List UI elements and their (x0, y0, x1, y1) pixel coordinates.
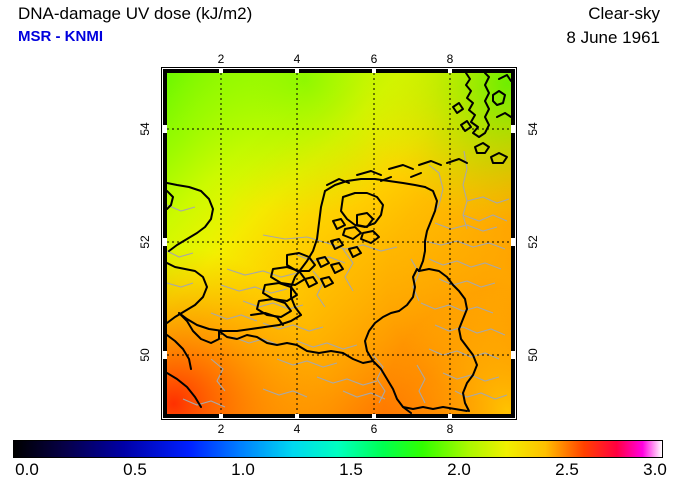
colorbar-tick-5: 2.5 (555, 460, 579, 479)
axis-tick-top-8: 8 (446, 52, 454, 66)
colorbar-tick-3: 1.5 (339, 460, 363, 479)
map-plot-area[interactable] (167, 73, 511, 414)
colorbar-tick-6: 3.0 (643, 460, 667, 479)
colorbar-tick-labels: 0.0 0.5 1.0 1.5 2.0 2.5 3.0 (0, 460, 676, 480)
axis-tick-right-54: 54 (526, 122, 541, 136)
page-title: DNA-damage UV dose (kJ/m2) (18, 4, 253, 23)
axis-tick-right-50: 50 (526, 348, 541, 362)
map-panel: 2 4 6 8 2 4 6 8 54 52 50 54 52 50 (138, 53, 540, 436)
borders-and-rivers-layer (167, 150, 510, 408)
axis-tick-bottom-4: 4 (293, 422, 301, 436)
source-label: MSR - KNMI (18, 28, 103, 45)
colorbar-tick-1: 0.5 (123, 460, 147, 479)
axis-tick-left-54: 54 (138, 122, 153, 136)
axis-tick-top-2: 2 (217, 52, 225, 66)
axis-tick-top-6: 6 (370, 52, 378, 66)
map-frame (161, 67, 517, 420)
axis-tick-bottom-8: 8 (446, 422, 454, 436)
map-geography (167, 73, 511, 414)
colorbar-tick-4: 2.0 (447, 460, 471, 479)
colorbar-panel: 0.0 0.5 1.0 1.5 2.0 2.5 3.0 (0, 438, 676, 480)
axis-tick-left-52: 52 (138, 235, 153, 249)
axis-tick-left-50: 50 (138, 348, 153, 362)
condition-label: Clear-sky (588, 4, 660, 23)
uv-dose-field (167, 73, 511, 414)
colorbar-gradient (13, 440, 663, 458)
colorbar-tick-2: 1.0 (231, 460, 255, 479)
map-gridlines (167, 73, 511, 414)
date-label: 8 June 1961 (566, 28, 660, 47)
axis-tick-right-52: 52 (526, 235, 541, 249)
axis-tick-bottom-2: 2 (217, 422, 225, 436)
axis-tick-bottom-6: 6 (370, 422, 378, 436)
coastline-layer (167, 73, 511, 414)
axis-tick-top-4: 4 (293, 52, 301, 66)
colorbar-tick-0: 0.0 (15, 460, 39, 479)
